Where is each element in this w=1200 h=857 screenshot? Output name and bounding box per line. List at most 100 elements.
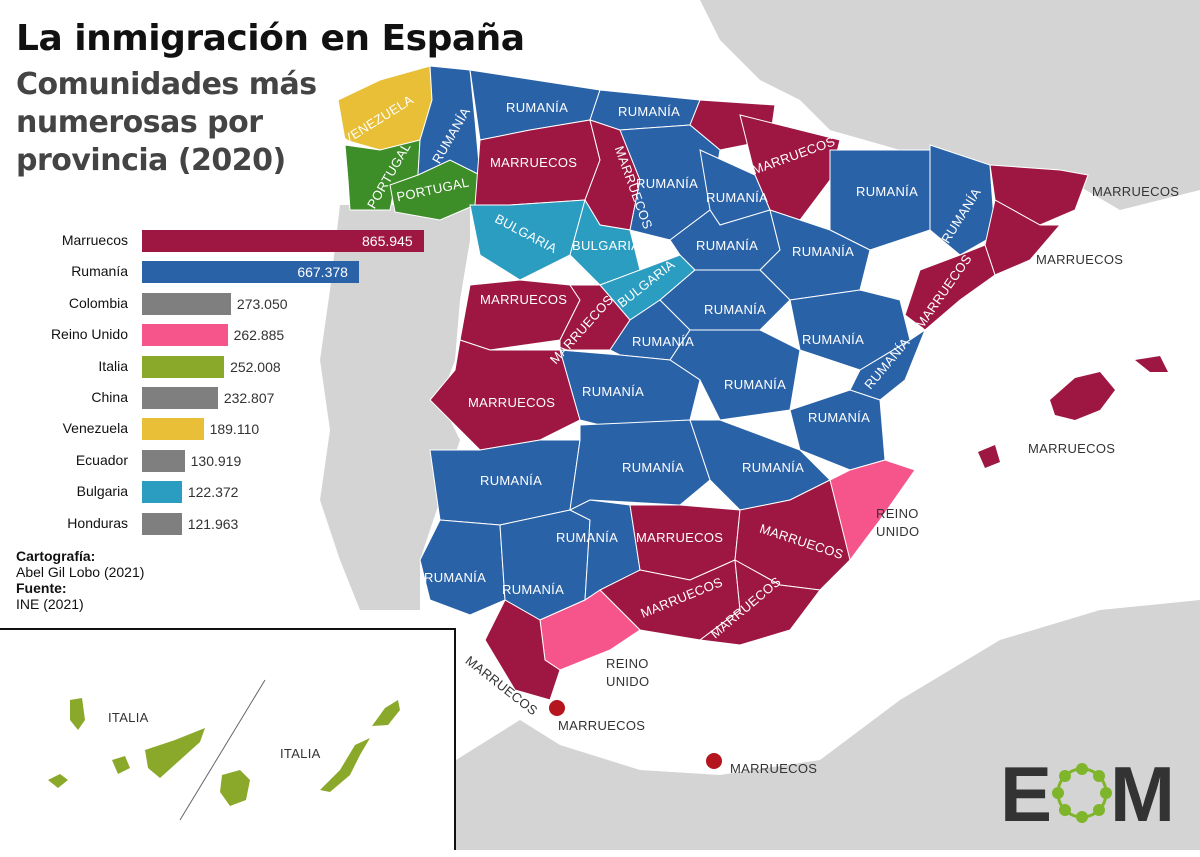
label-rumania-teruel: RUMANÍA [704,302,767,317]
label-rumania-soria: RUMANÍA [696,238,759,253]
bar-row: Venezuela 189.110 [0,418,440,441]
label-marruecos-caceres: MARRUECOS [468,395,556,410]
bar [142,355,225,378]
ceuta-dot [549,700,565,716]
bar-row: Italia 252.008 [0,355,440,378]
bar [142,230,424,252]
bar-value-label: 122.372 [187,484,239,501]
label-marruecos-girona: MARRUECOS [1092,184,1180,199]
bar-value-label: 121.963 [187,515,239,532]
bar-label: Marruecos [61,232,128,248]
region-avila [559,284,631,351]
label-rumania-madrid: RUMANÍA [802,332,865,347]
label-rumania-cantabria: RUMANÍA [618,104,681,119]
region-cadiz [484,599,561,701]
island-gran-canaria [220,770,250,806]
bar [142,418,204,441]
credits-fuente-label: Fuente: [16,580,67,596]
region-lugo [417,65,481,176]
label-rumania-huesca: RUMANÍA [856,184,919,199]
bar-row: Colombia 273.050 [0,292,440,315]
label-marruecos-melilla: MARRUECOS [730,761,818,776]
island-tenerife [145,728,205,778]
credits-fuente-value: INE (2021) [16,596,84,612]
region-huesca [829,149,931,251]
region-mallorca [1050,372,1115,420]
bar-value-label: 273.050 [236,295,288,312]
label-rumania-valencia: RUMANÍA [808,410,871,425]
bar-row: Reino Unido 262.885 [0,324,440,347]
bar-value-label: 189.110 [209,421,260,438]
island-la-palma [70,698,85,730]
region-toledo [559,349,701,426]
label-marruecos-leon: MARRUECOS [490,155,578,170]
bar-label: China [91,389,128,405]
region-tarragona [904,244,996,331]
label-marruecos-salamanca: MARRUECOS [480,292,568,307]
bar [142,512,182,535]
logo-letter-m: M [1110,755,1175,827]
label-marruecos-ceuta: MARRUECOS [558,718,646,733]
page-title: La inmigración en España [16,18,525,59]
bar-label: Italia [98,357,128,374]
logo-o-ring [1052,763,1112,823]
page-subtitle: Comunidades más numerosas por provincia … [16,67,317,178]
region-almeria [698,559,821,646]
eom-logo: E M [1000,755,1175,827]
label-rumania-cuenca: RUMANÍA [724,377,787,392]
label-rumania-ciudadreal: RUMANÍA [622,460,685,475]
bar [142,387,218,409]
portugal-land [320,205,470,610]
canary-islands-map [48,679,400,821]
label-marruecos-jaen: MARRUECOS [636,530,724,545]
label-reino-unido-malaga-2: UNIDO [606,674,650,689]
bar-row: Marruecos 865.945 [0,230,440,252]
credits-cartografia-label: Cartografía: [16,548,96,564]
label-rumania-huelva: RUMANÍA [424,570,487,585]
bar-row: China 232.807 [0,387,440,409]
label-rumania-alava: RUMANÍA [706,190,769,205]
label-rumania-burgos: RUMANÍA [636,176,699,191]
logo-letter-e: E [1000,755,1052,827]
label-rumania-badajoz: RUMANÍA [480,473,543,488]
island-fuerteventura [320,738,370,792]
bar-label: Honduras [67,514,128,531]
canary-islands-inset: ITALIA ITALIA [0,628,456,850]
label-reino-unido-alicante-1: REINO [876,506,919,521]
label-rumania-guadalajara: RUMANÍA [632,334,695,349]
bar-value-label: 130.919 [190,452,242,469]
bar-row: Honduras 121.963 [0,512,440,535]
bar-label: Venezuela [62,420,128,437]
region-lleida [929,144,996,256]
bar-row: Ecuador 130.919 [0,449,440,472]
label-bulgaria-valladolid: BULGARIA [572,238,641,253]
island-la-gomera [112,756,130,774]
bar-value-label: 667.378 [297,264,348,281]
label-rumania-zaragoza: RUMANÍA [792,244,855,259]
label-italia-tenerife: ITALIA [108,710,149,725]
label-rumania-sevilla: RUMANÍA [502,582,565,597]
bar [142,481,182,504]
bar [142,261,360,284]
label-rumania-cordoba: RUMANÍA [556,530,619,545]
bar [142,292,231,315]
island-lanzarote [372,700,400,726]
africa-land [456,600,1200,850]
island-el-hierro [48,774,68,788]
bar-value-label: 252.008 [230,358,281,375]
label-rumania-asturias: RUMANÍA [506,100,569,115]
france-land [700,0,1200,210]
credits-cartografia-value: Abel Gil Lobo (2021) [16,564,145,580]
bar [142,324,228,347]
bar-value-label: 262.885 [233,327,285,344]
label-marruecos-barcelona: MARRUECOS [1036,252,1124,267]
label-italia-laspalmas: ITALIA [280,746,321,761]
bar-row: Bulgaria 122.372 [0,481,440,504]
bar-value-label: 232.807 [223,390,275,406]
region-menorca [1135,356,1168,372]
bar-label: Reino Unido [50,326,128,343]
region-ibiza [978,445,1000,468]
bar [142,449,185,472]
label-marruecos-baleares: MARRUECOS [1028,441,1116,456]
